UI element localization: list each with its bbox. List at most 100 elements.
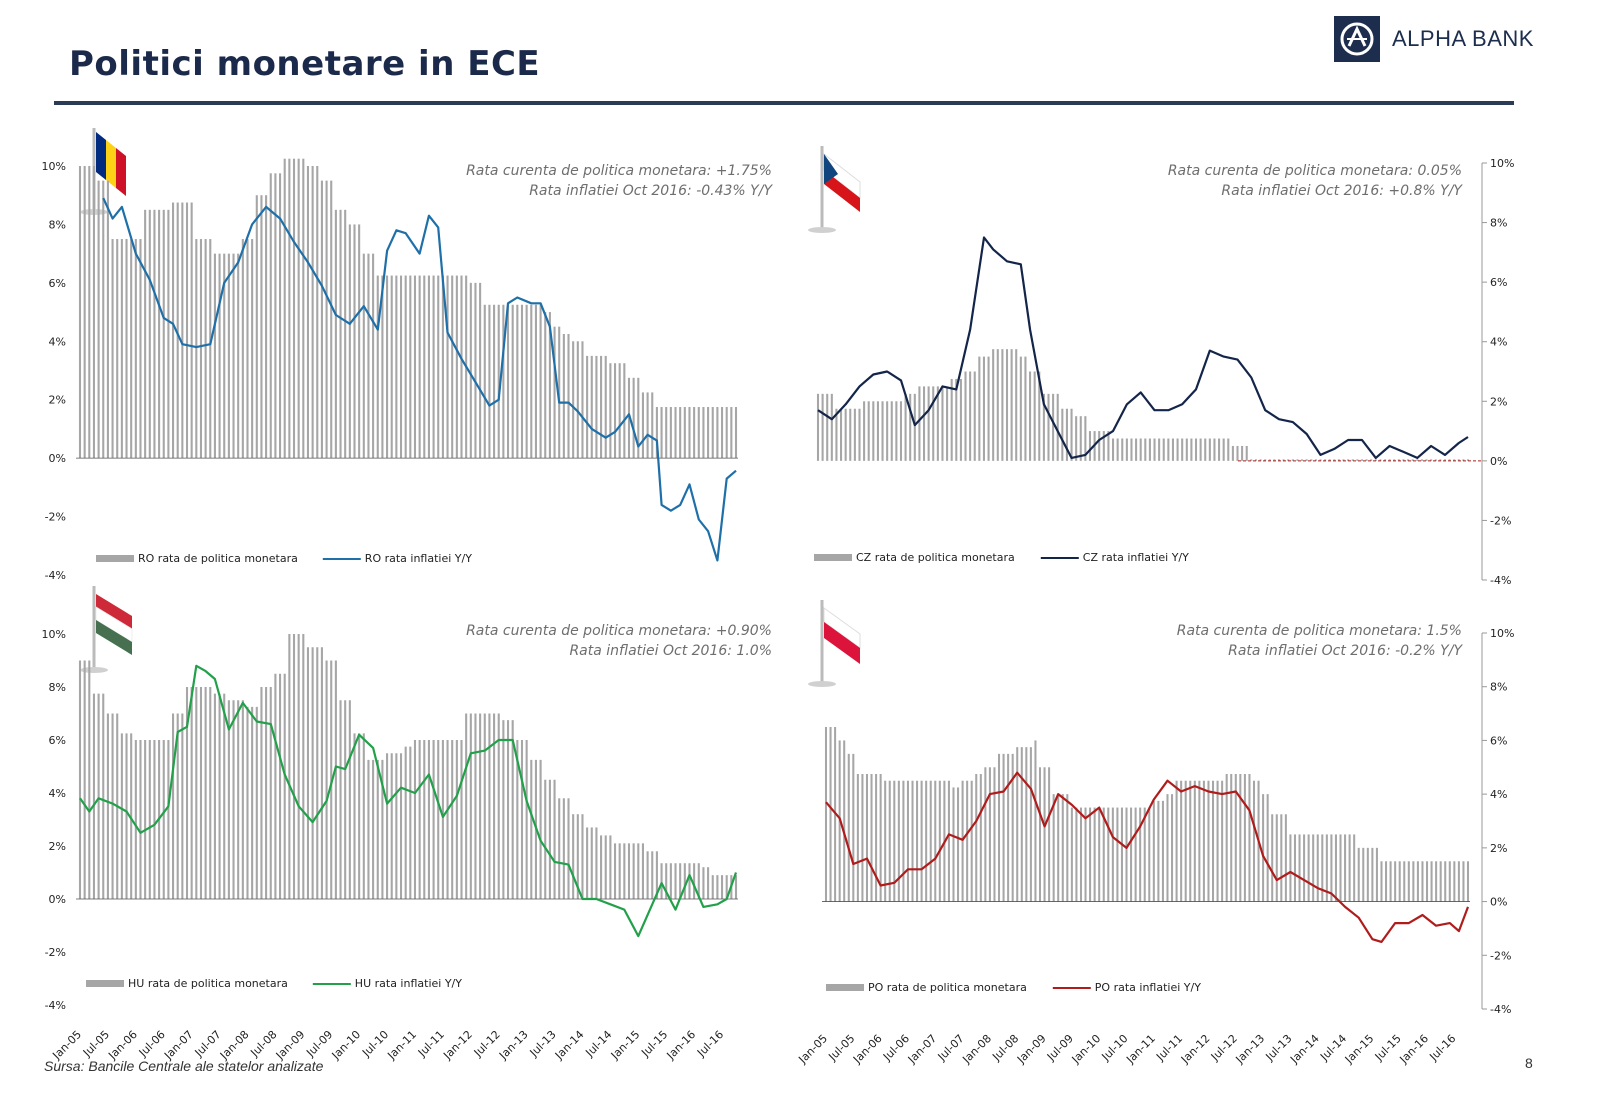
policy-rate-bar bbox=[1134, 807, 1137, 902]
page-number: 8 bbox=[1525, 1055, 1533, 1071]
policy-rate-bar bbox=[125, 733, 128, 899]
policy-rate-bar bbox=[586, 827, 589, 899]
policy-rate-bar bbox=[979, 774, 982, 902]
y-tick-label: 2% bbox=[1490, 395, 1507, 408]
policy-rate-bar bbox=[1453, 861, 1456, 902]
policy-rate-bar bbox=[665, 407, 668, 459]
policy-rate-bar bbox=[947, 780, 950, 902]
policy-rate-bar bbox=[665, 863, 668, 899]
policy-rate-bar bbox=[1453, 459, 1456, 461]
policy-rate-bar bbox=[1075, 416, 1078, 461]
policy-rate-bar bbox=[1248, 774, 1251, 902]
policy-rate-bar bbox=[362, 733, 365, 899]
policy-rate-bar bbox=[1291, 459, 1294, 461]
policy-rate-bar bbox=[697, 407, 700, 459]
policy-rate-bar bbox=[1388, 459, 1391, 461]
policy-rate-bar bbox=[130, 733, 133, 899]
policy-rate-bar bbox=[992, 349, 995, 461]
legend-bar-swatch bbox=[826, 984, 864, 991]
legend-bar-swatch bbox=[86, 980, 124, 987]
policy-rate-bar bbox=[1171, 438, 1175, 461]
policy-rate-bar bbox=[969, 371, 972, 461]
y-tick-label: 0% bbox=[1490, 455, 1507, 468]
x-tick-label: Jan-15 bbox=[608, 1028, 643, 1063]
x-tick-label: Jan-09 bbox=[1014, 1032, 1049, 1067]
legend-bar-label: CZ rata de politica monetara bbox=[856, 551, 1015, 564]
x-tick-label: Jan-07 bbox=[905, 1032, 940, 1067]
policy-rate-bar bbox=[1221, 780, 1224, 902]
legend-bar-label: PO rata de politica monetara bbox=[868, 981, 1027, 994]
policy-rate-bar bbox=[997, 753, 1001, 902]
policy-rate-bar bbox=[1056, 393, 1059, 461]
policy-rate-bar bbox=[1218, 438, 1221, 461]
policy-rate-bar bbox=[260, 195, 263, 459]
policy-rate-bar bbox=[544, 779, 547, 899]
policy-rate-bar bbox=[875, 774, 878, 902]
policy-rate-bar bbox=[1334, 834, 1337, 902]
policy-rate-bar bbox=[906, 780, 909, 902]
policy-rate-bar bbox=[502, 304, 505, 459]
policy-rate-bar bbox=[144, 740, 147, 899]
policy-rate-bar bbox=[1139, 438, 1142, 461]
policy-rate-bar bbox=[586, 355, 589, 459]
legend-bar-label: HU rata de politica monetara bbox=[128, 977, 288, 990]
policy-rate-bar bbox=[78, 660, 82, 899]
policy-rate-bar bbox=[190, 687, 193, 899]
policy-rate-bar bbox=[876, 401, 879, 461]
policy-rate-bar bbox=[358, 733, 361, 899]
annotation-inflation: Rata inflatiei Oct 2016: 1.0% bbox=[569, 643, 772, 659]
policy-rate-bar bbox=[390, 753, 393, 899]
policy-rate-bar bbox=[353, 224, 356, 459]
policy-rate-bar bbox=[358, 224, 361, 459]
policy-rate-bar bbox=[320, 647, 323, 899]
policy-rate-bar bbox=[996, 349, 999, 461]
policy-rate-bar bbox=[1370, 459, 1373, 461]
policy-rate-bar bbox=[162, 740, 165, 899]
policy-rate-bar bbox=[936, 386, 939, 461]
policy-rate-bar bbox=[660, 863, 663, 899]
policy-rate-bar bbox=[1324, 459, 1327, 461]
policy-rate-bar bbox=[1120, 807, 1123, 902]
policy-rate-bar bbox=[1167, 438, 1170, 461]
policy-rate-bar bbox=[1213, 438, 1216, 461]
x-tick-label: Jan-13 bbox=[1233, 1032, 1268, 1067]
y-tick-label: 4% bbox=[49, 335, 66, 348]
policy-rate-bar bbox=[409, 746, 412, 899]
policy-rate-bar bbox=[1180, 780, 1183, 902]
policy-rate-bar bbox=[1301, 459, 1304, 461]
policy-rate-bar bbox=[223, 253, 226, 459]
policy-rate-bar bbox=[1411, 459, 1414, 461]
policy-rate-bar bbox=[934, 780, 937, 902]
policy-rate-bar bbox=[209, 687, 212, 899]
policy-rate-bar bbox=[623, 843, 626, 899]
policy-rate-bar bbox=[1241, 445, 1244, 461]
policy-rate-bar bbox=[651, 392, 654, 459]
policy-rate-bar bbox=[716, 875, 719, 899]
policy-rate-bar bbox=[92, 693, 96, 899]
policy-rate-bar bbox=[1282, 459, 1285, 461]
policy-rate-bar bbox=[1024, 356, 1027, 461]
x-tick-label: Jan-06 bbox=[850, 1032, 885, 1067]
policy-rate-bar bbox=[399, 275, 403, 459]
policy-rate-bar bbox=[148, 740, 151, 899]
policy-rate-bar bbox=[1293, 834, 1297, 902]
policy-rate-bar bbox=[688, 407, 691, 459]
y-tick-label: 6% bbox=[1490, 276, 1507, 289]
policy-rate-bar bbox=[367, 253, 370, 459]
policy-rate-bar bbox=[1271, 814, 1274, 902]
policy-rate-bar bbox=[1289, 834, 1292, 902]
policy-rate-bar bbox=[1202, 780, 1205, 902]
policy-rate-bar bbox=[302, 158, 305, 459]
policy-rate-bar bbox=[1061, 408, 1064, 461]
policy-rate-bar bbox=[1360, 459, 1364, 461]
policy-rate-bar bbox=[1025, 747, 1028, 902]
policy-rate-bar bbox=[1143, 807, 1146, 902]
policy-rate-bar bbox=[987, 356, 990, 461]
policy-rate-bar bbox=[1033, 371, 1036, 461]
y-tick-label: -4% bbox=[45, 999, 66, 1012]
x-tick-label: Jan-16 bbox=[1397, 1032, 1432, 1067]
policy-rate-bar bbox=[83, 166, 86, 459]
policy-rate-bar bbox=[1015, 349, 1018, 461]
policy-rate-bar bbox=[460, 740, 463, 899]
title-divider bbox=[54, 101, 1514, 105]
